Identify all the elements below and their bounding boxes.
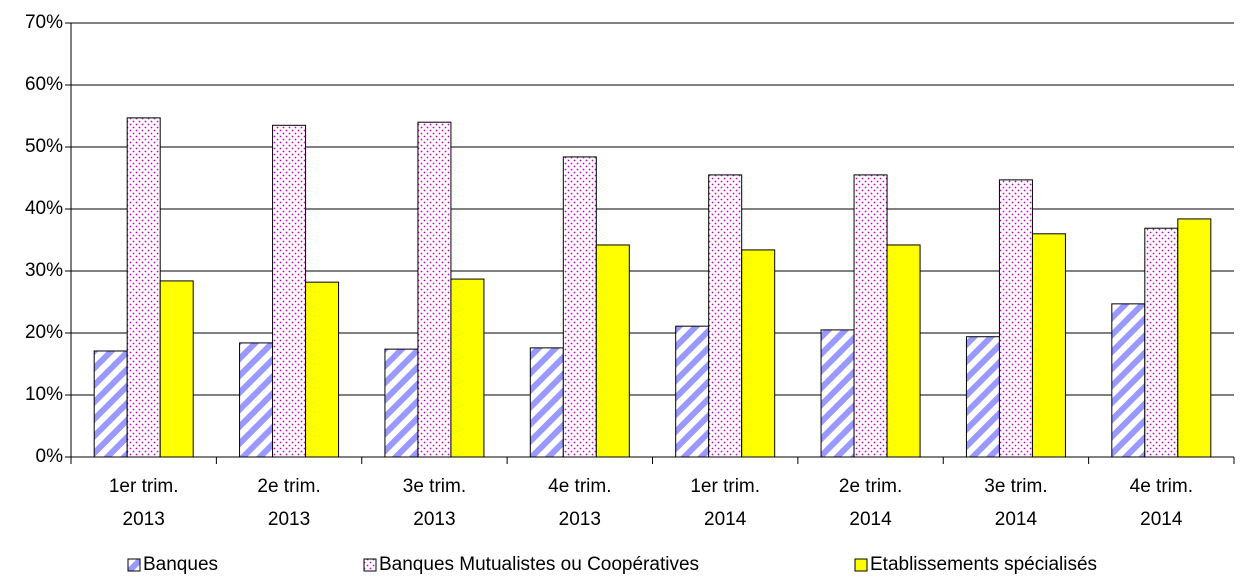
x-tick-label: 3e trim. — [984, 476, 1047, 497]
bar — [1031, 233, 1066, 458]
y-tick-label: 50% — [25, 136, 63, 157]
bar — [126, 117, 161, 458]
x-tick-label: 2013 — [123, 509, 165, 530]
legend-swatch — [854, 558, 868, 572]
bar — [239, 342, 274, 458]
x-tick-label: 1er trim. — [109, 476, 179, 497]
bar — [853, 174, 888, 458]
legend-label: Etablissements spécialisés — [870, 554, 1097, 575]
y-tick-label: 0% — [36, 446, 64, 467]
bar — [159, 280, 194, 458]
bar — [675, 325, 710, 458]
bar — [595, 244, 630, 458]
bar — [93, 350, 128, 458]
y-tick-label: 70% — [25, 12, 63, 33]
bar — [1144, 227, 1179, 458]
bar — [450, 278, 485, 458]
bar — [272, 124, 307, 458]
y-tick-label: 10% — [25, 384, 63, 405]
bar — [820, 329, 855, 458]
x-tick-label: 2014 — [1140, 509, 1183, 530]
bar — [998, 179, 1033, 458]
legend-label: Banques Mutualistes ou Coopératives — [379, 554, 699, 575]
bar — [384, 348, 419, 458]
x-tick-label: 2014 — [704, 509, 747, 530]
x-tick-label: 2014 — [849, 509, 892, 530]
x-tick-label: 2013 — [413, 509, 455, 530]
bar — [305, 281, 340, 458]
bar — [1111, 303, 1146, 458]
bar — [562, 156, 597, 458]
x-tick-label: 2013 — [559, 509, 601, 530]
x-tick-label: 2e trim. — [839, 476, 902, 497]
x-tick-label: 1er trim. — [690, 476, 760, 497]
y-tick-label: 60% — [25, 74, 63, 95]
y-tick-label: 30% — [25, 260, 63, 281]
bar — [529, 347, 564, 458]
bar — [708, 174, 743, 458]
y-tick-label: 20% — [25, 322, 63, 343]
bar — [1177, 218, 1212, 458]
y-tick-label: 40% — [25, 198, 63, 219]
bar — [965, 336, 1000, 458]
legend-swatch — [363, 558, 377, 572]
x-tick-label: 4e trim. — [1130, 476, 1193, 497]
bar — [741, 249, 776, 458]
bar — [417, 121, 452, 458]
x-tick-label: 4e trim. — [548, 476, 611, 497]
legend-swatch — [127, 558, 141, 572]
x-tick-label: 2013 — [268, 509, 310, 530]
bar — [886, 244, 921, 458]
x-tick-label: 2e trim. — [257, 476, 320, 497]
legend-label: Banques — [143, 554, 218, 575]
x-tick-label: 2014 — [995, 509, 1038, 530]
x-tick-label: 3e trim. — [403, 476, 466, 497]
